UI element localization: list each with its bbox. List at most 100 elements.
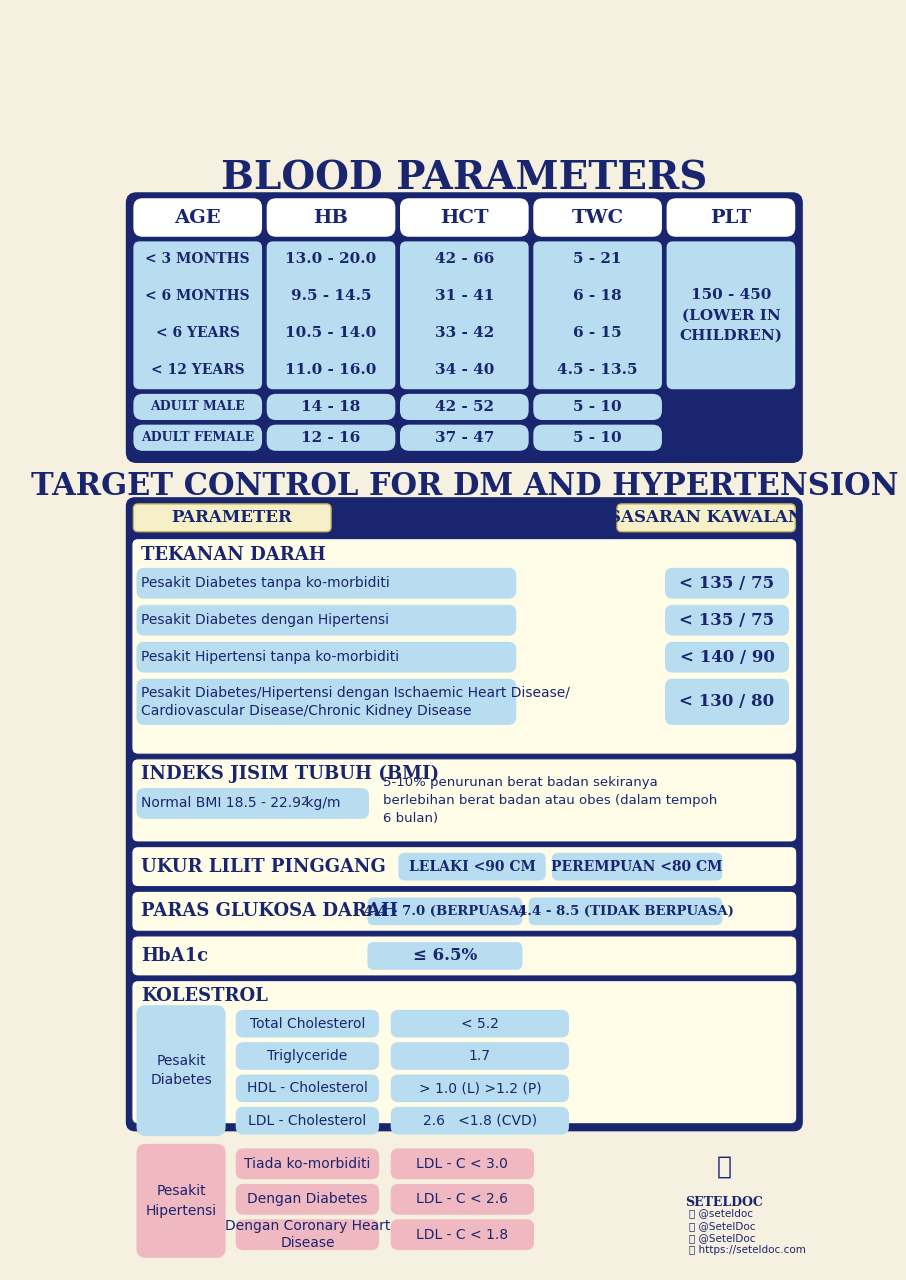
- Text: 5 - 21: 5 - 21: [573, 252, 622, 266]
- FancyBboxPatch shape: [137, 788, 369, 819]
- Text: 12 - 16: 12 - 16: [302, 431, 361, 444]
- FancyBboxPatch shape: [236, 1107, 379, 1134]
- Text: 2.6   <1.8 (CVD): 2.6 <1.8 (CVD): [423, 1114, 537, 1128]
- Text: > 1.0 (L) >1.2 (P): > 1.0 (L) >1.2 (P): [419, 1082, 541, 1096]
- FancyBboxPatch shape: [534, 242, 662, 389]
- FancyBboxPatch shape: [534, 425, 662, 451]
- Text: 5 - 10: 5 - 10: [573, 399, 622, 413]
- FancyBboxPatch shape: [236, 1042, 379, 1070]
- Text: Pesakit
Diabetes: Pesakit Diabetes: [150, 1053, 212, 1088]
- Text: TWC: TWC: [572, 209, 623, 227]
- FancyBboxPatch shape: [236, 1010, 379, 1038]
- FancyBboxPatch shape: [617, 504, 795, 531]
- Text: Normal BMI 18.5 - 22.9 kg/m: Normal BMI 18.5 - 22.9 kg/m: [141, 796, 341, 810]
- Text: PARAS GLUKOSA DARAH: PARAS GLUKOSA DARAH: [141, 902, 398, 920]
- Text: Triglyceride: Triglyceride: [267, 1050, 348, 1062]
- FancyBboxPatch shape: [534, 198, 662, 237]
- FancyBboxPatch shape: [665, 641, 789, 672]
- Text: 9.5 - 14.5: 9.5 - 14.5: [291, 289, 371, 303]
- FancyBboxPatch shape: [133, 394, 262, 420]
- Text: 4.4 - 7.0 (BERPUASA): 4.4 - 7.0 (BERPUASA): [364, 905, 525, 918]
- Text: PLT: PLT: [710, 209, 752, 227]
- FancyBboxPatch shape: [127, 193, 802, 462]
- Text: 14 - 18: 14 - 18: [302, 399, 361, 413]
- FancyBboxPatch shape: [266, 242, 395, 389]
- FancyBboxPatch shape: [400, 425, 528, 451]
- Text: 10.5 - 14.0: 10.5 - 14.0: [285, 326, 377, 340]
- FancyBboxPatch shape: [133, 504, 331, 531]
- FancyBboxPatch shape: [534, 394, 662, 420]
- FancyBboxPatch shape: [137, 1005, 226, 1137]
- Text: BLOOD PARAMETERS: BLOOD PARAMETERS: [221, 160, 708, 197]
- Text: PEREMPUAN <80 CM: PEREMPUAN <80 CM: [552, 860, 723, 874]
- FancyBboxPatch shape: [390, 1220, 534, 1251]
- Text: AGE: AGE: [175, 209, 221, 227]
- FancyBboxPatch shape: [127, 498, 802, 1130]
- FancyBboxPatch shape: [133, 198, 262, 237]
- Text: KOLESTROL: KOLESTROL: [141, 987, 268, 1005]
- Text: Total Cholesterol: Total Cholesterol: [250, 1016, 365, 1030]
- Text: < 130 / 80: < 130 / 80: [680, 694, 775, 710]
- Text: 42 - 66: 42 - 66: [435, 252, 494, 266]
- Text: TEKANAN DARAH: TEKANAN DARAH: [141, 547, 326, 564]
- FancyBboxPatch shape: [137, 568, 516, 599]
- Text: 37 - 47: 37 - 47: [435, 431, 494, 444]
- Text: 42 - 52: 42 - 52: [435, 399, 494, 413]
- Text: LDL - C < 2.6: LDL - C < 2.6: [417, 1192, 508, 1206]
- FancyBboxPatch shape: [236, 1148, 379, 1179]
- FancyBboxPatch shape: [390, 1184, 534, 1215]
- FancyBboxPatch shape: [236, 1074, 379, 1102]
- Text: LELAKI <90 CM: LELAKI <90 CM: [409, 860, 535, 874]
- FancyBboxPatch shape: [528, 897, 722, 925]
- Text: 34 - 40: 34 - 40: [435, 364, 494, 378]
- Text: HB: HB: [313, 209, 349, 227]
- Text: 31 - 41: 31 - 41: [435, 289, 494, 303]
- FancyBboxPatch shape: [368, 897, 523, 925]
- Text: Pesakit Diabetes dengan Hipertensi: Pesakit Diabetes dengan Hipertensi: [141, 613, 390, 627]
- FancyBboxPatch shape: [266, 198, 395, 237]
- Text: 1.7: 1.7: [468, 1050, 491, 1062]
- Text: HbA1c: HbA1c: [141, 947, 208, 965]
- Text: Pesakit
Hipertensi: Pesakit Hipertensi: [146, 1184, 217, 1217]
- FancyBboxPatch shape: [667, 198, 795, 237]
- FancyBboxPatch shape: [399, 852, 545, 881]
- Text: 📷 @seteldoc: 📷 @seteldoc: [689, 1208, 753, 1219]
- FancyBboxPatch shape: [137, 678, 516, 724]
- FancyBboxPatch shape: [390, 1074, 569, 1102]
- FancyBboxPatch shape: [390, 1042, 569, 1070]
- Text: SASARAN KAWALAN: SASARAN KAWALAN: [609, 509, 803, 526]
- FancyBboxPatch shape: [133, 425, 262, 451]
- Text: 🌐 https://seteldoc.com: 🌐 https://seteldoc.com: [689, 1245, 806, 1256]
- Text: 5-10% penurunan berat badan sekiranya
berlebihan berat badan atau obes (dalam te: 5-10% penurunan berat badan sekiranya be…: [383, 776, 718, 824]
- Text: SETELDOC: SETELDOC: [685, 1197, 763, 1210]
- Text: 4.4 - 8.5 (TIDAK BERPUASA): 4.4 - 8.5 (TIDAK BERPUASA): [517, 905, 734, 918]
- Text: HDL - Cholesterol: HDL - Cholesterol: [247, 1082, 368, 1096]
- Text: 13.0 - 20.0: 13.0 - 20.0: [285, 252, 377, 266]
- FancyBboxPatch shape: [552, 852, 722, 881]
- FancyBboxPatch shape: [236, 1220, 379, 1251]
- Text: 2: 2: [300, 796, 307, 806]
- Text: ADULT MALE: ADULT MALE: [150, 401, 246, 413]
- Circle shape: [699, 1142, 748, 1192]
- Text: Tiada ko-morbiditi: Tiada ko-morbiditi: [245, 1157, 371, 1171]
- FancyBboxPatch shape: [400, 242, 528, 389]
- Text: 4.5 - 13.5: 4.5 - 13.5: [557, 364, 638, 378]
- Text: < 3 MONTHS: < 3 MONTHS: [145, 252, 250, 266]
- Text: < 12 YEARS: < 12 YEARS: [151, 364, 245, 378]
- Text: ≤ 6.5%: ≤ 6.5%: [413, 947, 477, 964]
- Text: Dengan Coronary Heart
Disease: Dengan Coronary Heart Disease: [225, 1219, 390, 1251]
- Text: 🐦: 🐦: [717, 1155, 731, 1179]
- FancyBboxPatch shape: [137, 1144, 226, 1258]
- Text: 👍 @SetelDoc: 👍 @SetelDoc: [689, 1221, 756, 1231]
- FancyBboxPatch shape: [266, 394, 395, 420]
- Text: LDL - C < 1.8: LDL - C < 1.8: [417, 1228, 508, 1242]
- FancyBboxPatch shape: [390, 1148, 534, 1179]
- FancyBboxPatch shape: [665, 605, 789, 636]
- FancyBboxPatch shape: [266, 425, 395, 451]
- FancyBboxPatch shape: [390, 1107, 569, 1134]
- FancyBboxPatch shape: [665, 568, 789, 599]
- Text: < 6 YEARS: < 6 YEARS: [156, 326, 240, 340]
- Text: < 6 MONTHS: < 6 MONTHS: [145, 289, 250, 303]
- Text: < 140 / 90: < 140 / 90: [680, 649, 775, 666]
- FancyBboxPatch shape: [132, 980, 796, 1124]
